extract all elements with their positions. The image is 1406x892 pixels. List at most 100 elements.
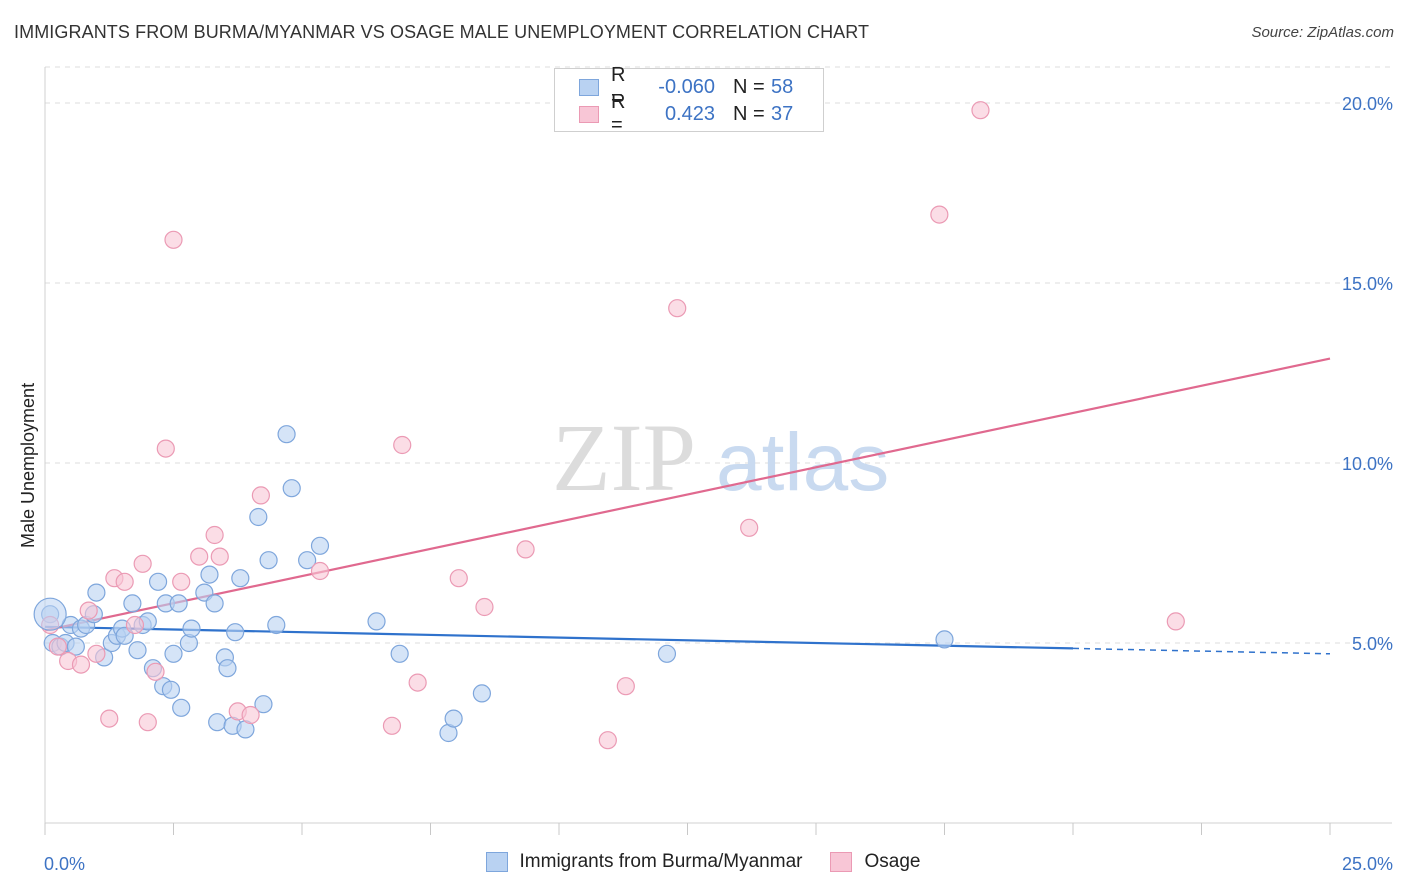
point-osage <box>71 655 91 674</box>
point-osage <box>133 554 152 573</box>
trend-lines <box>44 357 1331 655</box>
trend-line-burma-extension <box>1072 647 1331 655</box>
point-burma <box>277 425 296 444</box>
point-osage <box>164 230 183 249</box>
legend-item-osage[interactable]: Osage <box>830 851 920 873</box>
trend-line-burma <box>44 625 1074 650</box>
point-burma <box>231 569 250 588</box>
legend-row-blue: R = -0.060 N = 58 <box>555 64 794 109</box>
point-burma-cluster <box>33 597 67 631</box>
point-burma <box>164 644 183 663</box>
data-points <box>33 101 1185 750</box>
y-tick-label: 15.0% <box>1342 274 1393 294</box>
legend-swatch-blue <box>579 78 599 96</box>
point-osage <box>251 486 270 505</box>
point-osage <box>740 518 759 537</box>
point-osage <box>449 569 468 588</box>
point-osage <box>87 644 106 663</box>
point-burma <box>298 551 317 570</box>
point-burma <box>123 594 142 613</box>
point-osage <box>310 561 330 581</box>
point-osage <box>115 572 134 591</box>
point-osage <box>475 597 494 617</box>
point-osage <box>172 572 191 591</box>
series-legend: Immigrants from Burma/Myanmar Osage <box>0 851 1406 873</box>
correlation-legend: R = -0.060 N = 58 R = 0.423 N = 37 <box>554 64 824 136</box>
trend-line-osage <box>44 357 1331 632</box>
point-osage <box>100 709 119 728</box>
chart-title: IMMIGRANTS FROM BURMA/MYANMAR VS OSAGE M… <box>14 22 870 42</box>
point-osage <box>146 662 165 681</box>
point-burma <box>367 612 386 631</box>
point-osage <box>79 601 98 620</box>
point-osage <box>393 435 412 455</box>
point-osage <box>48 637 67 656</box>
point-burma <box>657 644 677 663</box>
point-burma <box>161 680 181 699</box>
x-tick-label: 0.0% <box>44 854 85 874</box>
point-osage <box>1166 612 1185 631</box>
legend-r-label: R = <box>611 64 626 109</box>
watermark-atlas: atlas <box>716 417 889 508</box>
legend-n-label: N = <box>733 75 765 98</box>
grid-lines <box>45 66 1392 644</box>
legend-item-burma[interactable]: Immigrants from Burma/Myanmar <box>485 851 803 873</box>
point-burma <box>282 479 301 498</box>
x-tick-label: 25.0% <box>1342 854 1393 874</box>
point-osage <box>598 731 617 750</box>
legend-row-pink: R = 0.423 N = 37 <box>555 91 794 136</box>
point-burma <box>218 659 237 678</box>
point-osage <box>516 540 535 559</box>
legend-n-value: 58 <box>771 75 794 98</box>
point-osage <box>156 439 175 458</box>
point-osage <box>408 673 427 692</box>
point-osage <box>616 677 635 696</box>
point-burma <box>254 695 273 714</box>
y-tick-label: 5.0% <box>1352 634 1393 654</box>
watermark-zip: ZIP <box>552 404 696 511</box>
tick-labels: 5.0% 10.0% 15.0% 20.0% 0.0% 25.0% <box>44 94 1393 874</box>
point-osage <box>930 205 949 224</box>
legend-r-value: -0.060 <box>658 75 715 98</box>
legend-label-burma: Immigrants from Burma/Myanmar <box>519 851 803 872</box>
point-osage <box>382 716 402 735</box>
source-label: Source: ZipAtlas.com <box>1251 24 1394 41</box>
point-osage <box>138 713 157 732</box>
legend-r-value: 0.423 <box>664 102 715 125</box>
y-tick-label: 10.0% <box>1342 454 1393 474</box>
point-burma <box>472 684 491 703</box>
point-burma <box>259 551 278 570</box>
point-burma <box>390 644 409 663</box>
legend-r-label: R = <box>611 91 626 136</box>
legend-swatch-pink <box>830 852 853 872</box>
point-osage <box>210 547 229 566</box>
legend-swatch-pink <box>579 105 599 123</box>
point-osage <box>205 525 224 545</box>
legend-swatch-blue <box>485 852 508 872</box>
legend-label-osage: Osage <box>864 851 921 872</box>
point-burma <box>169 594 188 613</box>
point-osage <box>241 705 260 725</box>
point-burma <box>267 615 286 635</box>
y-axis-label: Male Unemployment <box>18 383 38 548</box>
legend-n-label: N = <box>733 102 765 125</box>
point-burma <box>87 583 106 602</box>
point-burma <box>200 565 219 584</box>
point-burma <box>205 594 224 613</box>
point-burma <box>935 630 954 649</box>
point-burma <box>226 623 245 642</box>
point-osage <box>190 547 209 566</box>
point-burma <box>148 572 168 591</box>
point-osage <box>971 101 990 120</box>
point-burma <box>128 641 147 660</box>
legend-n-value: 37 <box>771 102 794 125</box>
axes <box>44 67 1392 835</box>
point-osage <box>668 299 687 318</box>
point-burma <box>208 713 227 732</box>
point-burma <box>66 637 85 656</box>
point-burma <box>172 698 191 717</box>
point-burma <box>182 619 201 638</box>
point-burma <box>444 709 463 728</box>
y-tick-label: 20.0% <box>1342 94 1393 114</box>
